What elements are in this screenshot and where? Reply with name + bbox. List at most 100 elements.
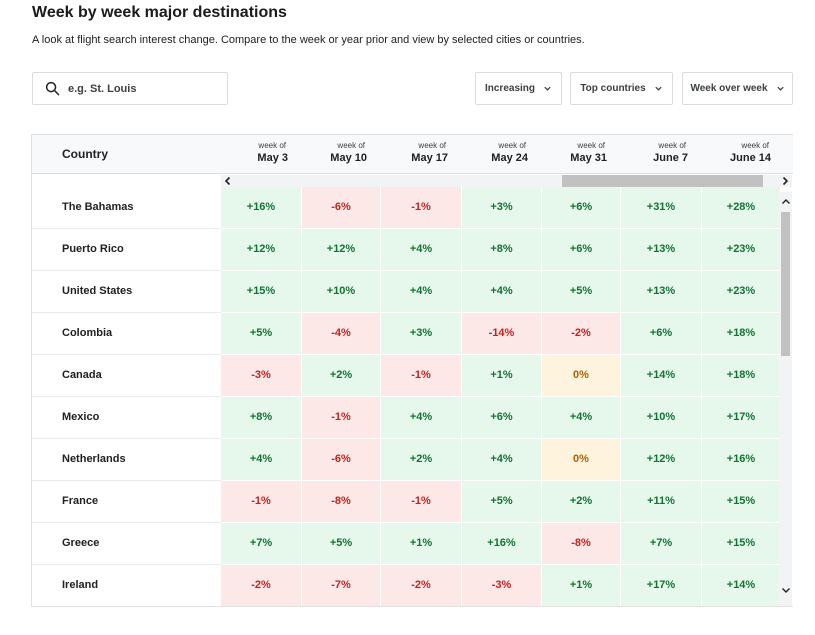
row-divider	[32, 522, 221, 523]
sort-dropdown-label: Increasing	[484, 83, 536, 94]
horizontal-scrollbar[interactable]	[221, 175, 792, 187]
change-cell: +5%	[542, 271, 620, 312]
chevron-down-icon	[544, 86, 551, 91]
change-cell: -6%	[302, 187, 380, 228]
row-divider	[32, 228, 221, 229]
change-cell: +6%	[542, 187, 620, 228]
scroll-down-button[interactable]	[779, 584, 792, 596]
sort-dropdown[interactable]: Increasing	[475, 72, 562, 105]
week-prefix: week of	[658, 141, 686, 150]
change-cell: +2%	[302, 355, 380, 396]
week-prefix: week of	[577, 141, 605, 150]
change-cell: +6%	[542, 229, 620, 270]
table-row: Puerto Rico +12% +12% +4% +8% +6% +13% +23%	[32, 229, 793, 271]
change-cell: +23%	[702, 271, 780, 312]
search-input[interactable]	[68, 82, 208, 95]
change-cell: +10%	[302, 271, 380, 312]
change-cell: +16%	[462, 523, 541, 564]
row-divider	[32, 396, 221, 397]
country-name: France	[62, 495, 99, 507]
change-cell: -14%	[462, 313, 541, 354]
country-name: Ireland	[62, 579, 99, 591]
change-cell: +6%	[462, 397, 541, 438]
change-cell: +15%	[702, 523, 780, 564]
change-cell: -1%	[221, 481, 301, 522]
table-row: Greece +7% +5% +1% +16% -8% +7% +15%	[32, 523, 793, 565]
table-row: Ireland -2% -7% -2% -3% +1% +17% +14%	[32, 565, 793, 606]
week-header: week of May 31	[541, 141, 621, 165]
change-cell: +12%	[302, 229, 380, 270]
change-cell: +5%	[221, 313, 301, 354]
country-name: The Bahamas	[62, 201, 134, 213]
change-cell: +12%	[221, 229, 301, 270]
change-cell: +1%	[462, 355, 541, 396]
chevron-left-icon	[224, 176, 231, 186]
change-cell: +23%	[702, 229, 780, 270]
week-date: June 14	[730, 152, 771, 164]
change-cell: +16%	[221, 187, 301, 228]
change-cell: 0%	[542, 355, 620, 396]
week-prefix: week of	[258, 141, 286, 150]
week-header: week of May 17	[382, 141, 462, 165]
change-cell: +31%	[621, 187, 701, 228]
search-box[interactable]	[32, 72, 228, 105]
change-cell: +13%	[621, 271, 701, 312]
horizontal-scroll-thumb[interactable]	[562, 175, 763, 187]
page-title: Week by week major destinations	[32, 4, 287, 21]
week-date: May 31	[570, 152, 607, 164]
change-cell: -7%	[302, 565, 380, 606]
change-cell: +12%	[621, 439, 701, 480]
change-cell: +14%	[621, 355, 701, 396]
vertical-scroll-thumb[interactable]	[781, 212, 790, 356]
scope-dropdown[interactable]: Top countries	[570, 72, 673, 105]
comparison-dropdown[interactable]: Week over week	[682, 72, 793, 105]
scroll-left-button[interactable]	[221, 175, 235, 187]
change-cell: +13%	[621, 229, 701, 270]
change-cell: +4%	[462, 271, 541, 312]
table-row: France -1% -8% -1% +5% +2% +11% +15%	[32, 481, 793, 523]
change-cell: +1%	[381, 523, 461, 564]
week-header: week of June 14	[705, 141, 785, 165]
change-cell: +7%	[221, 523, 301, 564]
change-cell: -6%	[302, 439, 380, 480]
vertical-scrollbar[interactable]	[779, 192, 792, 606]
change-cell: -1%	[381, 355, 461, 396]
change-cell: +16%	[702, 439, 780, 480]
week-date: May 24	[491, 152, 528, 164]
change-cell: +4%	[381, 229, 461, 270]
change-cell: +17%	[621, 565, 701, 606]
change-cell: +2%	[381, 439, 461, 480]
change-cell: +6%	[621, 313, 701, 354]
chevron-down-icon	[776, 86, 784, 91]
country-name: Colombia	[62, 327, 113, 339]
country-column-header: Country	[62, 147, 108, 161]
change-cell: +11%	[621, 481, 701, 522]
chevron-right-icon	[782, 176, 789, 186]
week-prefix: week of	[498, 141, 526, 150]
change-cell: +14%	[702, 565, 780, 606]
week-prefix: week of	[337, 141, 365, 150]
change-cell: +3%	[381, 313, 461, 354]
scroll-right-button[interactable]	[778, 175, 792, 187]
change-cell: +28%	[702, 187, 780, 228]
row-divider	[32, 480, 221, 481]
change-cell: +1%	[542, 565, 620, 606]
change-cell: +10%	[621, 397, 701, 438]
table-body: The Bahamas +16% -6% -1% +3% +6% +31% +28% Puert…	[32, 187, 793, 606]
change-cell: +7%	[621, 523, 701, 564]
table-row: United States +15% +10% +4% +4% +5% +13% +23%	[32, 271, 793, 313]
change-cell: -1%	[381, 481, 461, 522]
scroll-up-button[interactable]	[779, 196, 792, 208]
change-cell: 0%	[542, 439, 620, 480]
change-cell: +4%	[221, 439, 301, 480]
change-cell: -1%	[302, 397, 380, 438]
country-name: Mexico	[62, 411, 100, 423]
chevron-down-icon	[781, 588, 790, 593]
table-row: The Bahamas +16% -6% -1% +3% +6% +31% +28%	[32, 187, 793, 229]
week-header: week of May 10	[301, 141, 381, 165]
country-name: Greece	[62, 537, 100, 549]
chevron-up-icon	[781, 199, 790, 204]
change-cell: +4%	[542, 397, 620, 438]
change-cell: +18%	[702, 355, 780, 396]
change-cell: -8%	[302, 481, 380, 522]
